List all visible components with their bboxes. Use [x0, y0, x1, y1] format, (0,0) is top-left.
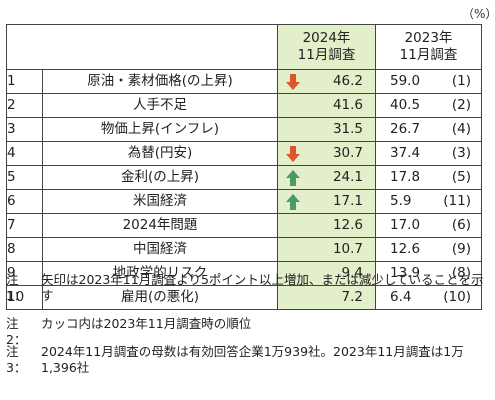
value-2023-cell: 6.4 (10) — [375, 285, 482, 310]
note-1-label: 注1： — [6, 272, 27, 303]
previous-rank: (4) — [451, 121, 471, 137]
value-2024: 41.6 — [332, 97, 363, 113]
previous-rank: (10) — [443, 289, 471, 305]
value-2023: 59.0 — [390, 73, 421, 89]
value-2023: 40.5 — [390, 97, 421, 113]
header-2023-survey: 11月調査 — [399, 47, 458, 63]
table-row: 2 人手不足 41.6 40.5 (2) — [6, 93, 482, 118]
value-2024: 46.2 — [332, 73, 363, 89]
value-2023-cell: 26.7 (4) — [375, 117, 482, 142]
value-2023-cell: 59.0 (1) — [375, 69, 482, 94]
table-row: 3 物価上昇(インフレ) 31.5 26.7 (4) — [6, 117, 482, 142]
value-2023: 26.7 — [390, 121, 421, 137]
table-row: 9 地政学的リスク 9.4 13.9 (8) — [6, 261, 482, 286]
rank-cell: 6 — [6, 189, 43, 214]
unit-label: （%） — [462, 7, 495, 21]
previous-rank: (9) — [451, 241, 471, 257]
previous-rank: (5) — [451, 169, 471, 185]
item-cell: 米国経済 — [42, 189, 278, 214]
table-row: 7 2024年問題 12.6 17.0 (6) — [6, 213, 482, 238]
header-2023-year: 2023年 — [404, 30, 453, 46]
table-row: 4 為替(円安) 30.7 37.4 (3) — [6, 141, 482, 166]
value-2024: 10.7 — [332, 241, 363, 257]
previous-rank: (8) — [451, 265, 471, 281]
rank-cell: 3 — [6, 117, 43, 142]
arrow-up-icon — [286, 170, 300, 186]
item-cell: 人手不足 — [42, 93, 278, 118]
previous-rank: (11) — [443, 193, 471, 209]
value-2023: 6.4 — [390, 289, 412, 305]
rank-cell: 7 — [6, 213, 43, 238]
value-2024-cell: 41.6 — [277, 93, 376, 118]
rank-cell: 10 — [6, 285, 43, 310]
note-3-label: 注3： — [6, 344, 27, 375]
value-2023: 13.9 — [390, 265, 421, 281]
value-2023: 5.9 — [390, 193, 412, 209]
value-2023-cell: 17.8 (5) — [375, 165, 482, 190]
header-2023: 2023年 11月調査 — [375, 24, 482, 70]
note-1-text: 矢印は2023年11月調査より5ポイント以上増加、または減少していることを示す — [41, 272, 484, 303]
value-2024-cell: 7.2 — [277, 285, 376, 310]
arrow-up-icon — [286, 194, 300, 210]
previous-rank: (3) — [451, 145, 471, 161]
value-2023: 12.6 — [390, 241, 421, 257]
arrow-down-icon — [286, 146, 300, 162]
item-cell: 為替(円安) — [42, 141, 278, 166]
value-2024: 30.7 — [332, 145, 363, 161]
rank-cell: 2 — [6, 93, 43, 118]
value-2024: 9.4 — [341, 265, 363, 281]
value-2024-cell: 9.4 — [277, 261, 376, 286]
value-2024-cell: 24.1 — [277, 165, 376, 190]
value-2023-cell: 40.5 (2) — [375, 93, 482, 118]
value-2023-cell: 13.9 (8) — [375, 261, 482, 286]
header-blank — [6, 24, 278, 70]
note-3-text: 2024年11月調査の母数は有効回答企業1万939社。2023年11月調査は1万… — [41, 344, 464, 375]
ranking-table: 2024年 11月調査 2023年 11月調査 1 原油・素材価格(の上昇) 46.… — [6, 24, 482, 310]
previous-rank: (6) — [451, 217, 471, 233]
table-row: 8 中国経済 10.7 12.6 (9) — [6, 237, 482, 262]
table-header-row: 2024年 11月調査 2023年 11月調査 — [6, 24, 482, 70]
table-row: 1 原油・素材価格(の上昇) 46.2 59.0 (1) — [6, 69, 482, 94]
rank-cell: 4 — [6, 141, 43, 166]
value-2024: 12.6 — [332, 217, 363, 233]
arrow-down-icon — [286, 74, 300, 90]
note-2-text: カッコ内は2023年11月調査時の順位 — [41, 316, 252, 331]
value-2024-cell: 46.2 — [277, 69, 376, 94]
value-2023: 37.4 — [390, 145, 421, 161]
item-cell: 2024年問題 — [42, 213, 278, 238]
rank-cell: 5 — [6, 165, 43, 190]
value-2024-cell: 31.5 — [277, 117, 376, 142]
value-2024: 31.5 — [332, 121, 363, 137]
item-cell: 原油・素材価格(の上昇) — [42, 69, 278, 94]
table-row: 5 金利(の上昇) 24.1 17.8 (5) — [6, 165, 482, 190]
previous-rank: (1) — [451, 73, 471, 89]
value-2023-cell: 37.4 (3) — [375, 141, 482, 166]
rank-cell: 8 — [6, 237, 43, 262]
value-2023: 17.8 — [390, 169, 421, 185]
value-2024-cell: 10.7 — [277, 237, 376, 262]
value-2023-cell: 17.0 (6) — [375, 213, 482, 238]
item-cell: 物価上昇(インフレ) — [42, 117, 278, 142]
item-cell: 雇用(の悪化) — [42, 285, 278, 310]
rank-cell: 9 — [6, 261, 43, 286]
value-2024-cell: 12.6 — [277, 213, 376, 238]
table-row: 10 雇用(の悪化) 7.2 6.4 (10) — [6, 285, 482, 310]
note-2-label: 注2： — [6, 316, 27, 347]
rank-cell: 1 — [6, 69, 43, 94]
previous-rank: (2) — [451, 97, 471, 113]
header-2024-survey: 11月調査 — [297, 47, 356, 63]
value-2024-cell: 30.7 — [277, 141, 376, 166]
value-2023: 17.0 — [390, 217, 421, 233]
value-2024: 17.1 — [332, 193, 363, 209]
header-2024: 2024年 11月調査 — [277, 24, 376, 70]
header-2024-year: 2024年 — [302, 30, 351, 46]
value-2024: 24.1 — [332, 169, 363, 185]
value-2023-cell: 5.9 (11) — [375, 189, 482, 214]
table-row: 6 米国経済 17.1 5.9 (11) — [6, 189, 482, 214]
value-2023-cell: 12.6 (9) — [375, 237, 482, 262]
value-2024-cell: 17.1 — [277, 189, 376, 214]
item-cell: 金利(の上昇) — [42, 165, 278, 190]
item-cell: 中国経済 — [42, 237, 278, 262]
value-2024: 7.2 — [341, 289, 363, 305]
